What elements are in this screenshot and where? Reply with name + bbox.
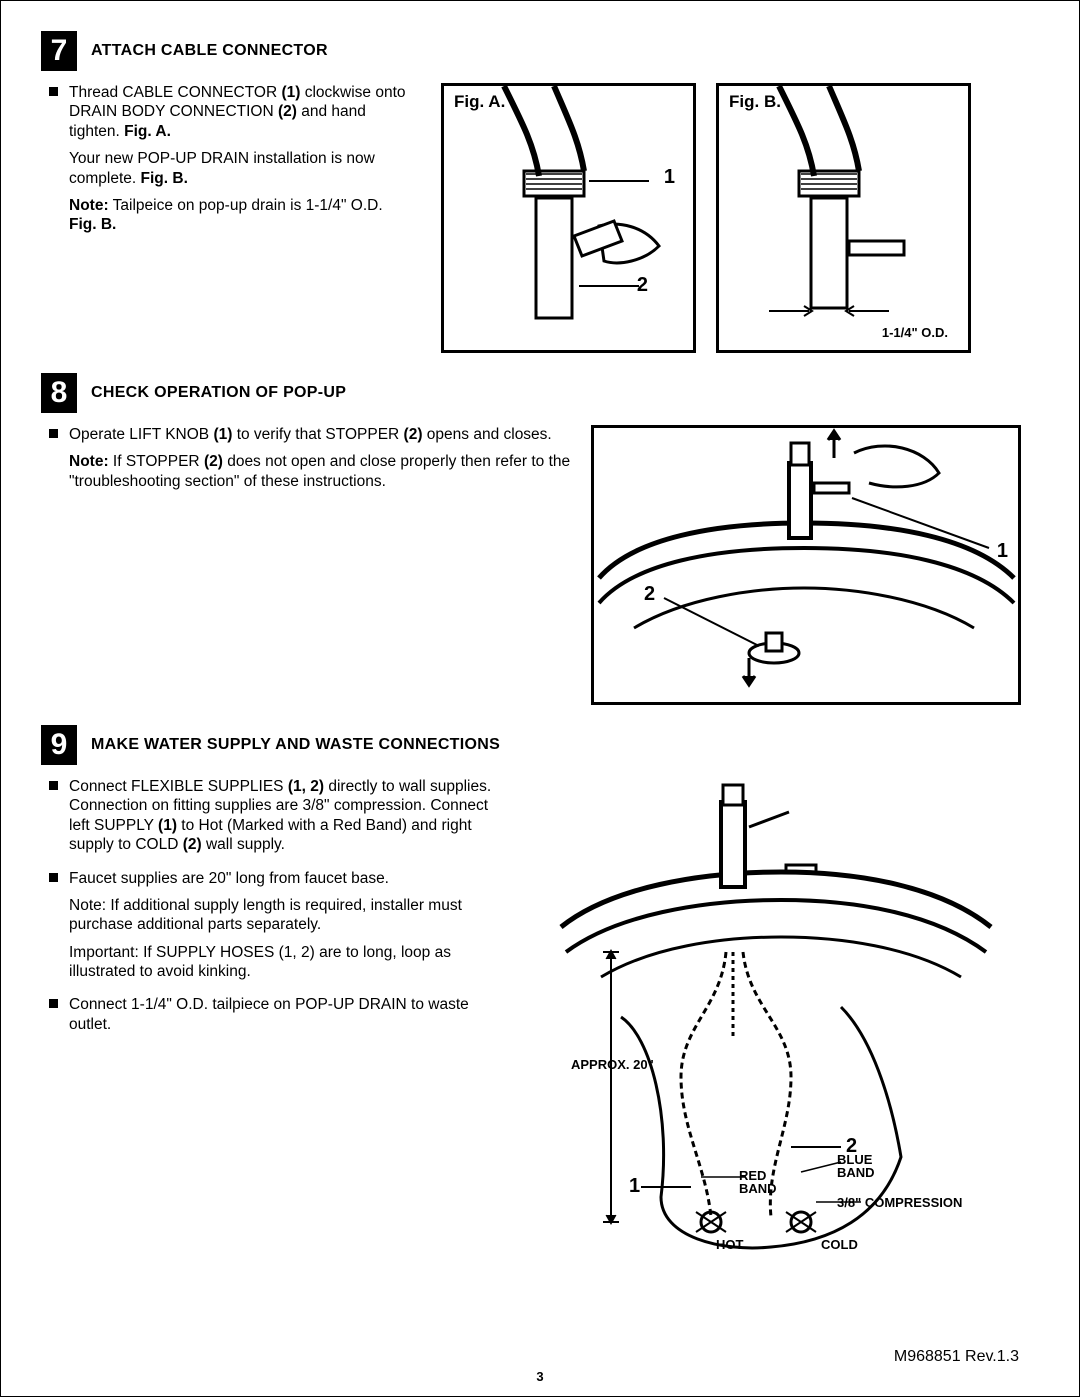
revision-label: M968851 Rev.1.3 [894,1348,1019,1366]
step-title: MAKE WATER SUPPLY AND WASTE CONNECTIONS [91,736,500,754]
callout-1: 1 [629,1175,640,1198]
part-ref: (1, 2) [288,778,324,795]
callout-2: 2 [637,274,648,297]
bullet-item: Faucet supplies are 20" long from faucet… [41,869,501,982]
step-content: Connect FLEXIBLE SUPPLIES (1, 2) directl… [41,777,1039,1277]
instruction-list: Operate LIFT KNOB (1) to verify that STO… [41,425,571,491]
figure-step8: 1 2 [591,425,1021,705]
instruction-page: 7 ATTACH CABLE CONNECTOR Thread CABLE CO… [0,0,1080,1397]
text: Thread CABLE CONNECTOR [69,84,281,101]
text: If STOPPER [109,453,204,470]
sub-paragraph: Note: If additional supply length is req… [69,896,501,935]
step-header: 8 CHECK OPERATION OF POP-UP [41,373,1039,413]
figure-b: Fig. B. [716,83,971,353]
note-label: Note: [69,197,109,214]
part-ref: (2) [204,453,223,470]
diagram-icon [594,428,1018,702]
text-column: Connect FLEXIBLE SUPPLIES (1, 2) directl… [41,777,501,1277]
part-ref: (1) [158,817,177,834]
sub-paragraph: Important: If SUPPLY HOSES (1, 2) are to… [69,943,501,982]
note-label: Note: [69,453,109,470]
cold-label: COLD [821,1237,858,1252]
bullet-item: Connect FLEXIBLE SUPPLIES (1, 2) directl… [41,777,501,855]
bullet-item: Connect 1-1/4" O.D. tailpiece on POP-UP … [41,995,501,1034]
part-ref: (2) [183,836,202,853]
fig-ref: Fig. B. [141,170,188,187]
note-paragraph: Note: Tailpeice on pop-up drain is 1-1/4… [69,196,421,235]
part-ref: (2) [404,426,423,443]
part-ref: (1) [213,426,232,443]
approx-label: APPROX. 20" [571,1057,654,1072]
part-ref: (2) [278,103,297,120]
od-label: 1-1/4" O.D. [882,325,948,340]
step-content: Operate LIFT KNOB (1) to verify that STO… [41,425,1039,705]
page-number: 3 [536,1369,543,1384]
figure-step9: APPROX. 20" 1 2 RED BAND BLUE BAND 3/8" … [521,777,1011,1277]
step-title: ATTACH CABLE CONNECTOR [91,42,328,60]
blue-band-label: BLUE BAND [837,1153,882,1179]
callout-1: 1 [997,540,1008,563]
instruction-list: Thread CABLE CONNECTOR (1) clockwise ont… [41,83,421,235]
text: Connect FLEXIBLE SUPPLIES [69,778,288,795]
text: wall supply. [202,836,285,853]
step-header: 9 MAKE WATER SUPPLY AND WASTE CONNECTION… [41,725,1039,765]
text-column: Operate LIFT KNOB (1) to verify that STO… [41,425,571,705]
diagram-icon [444,86,693,350]
figure-column: Fig. A. [441,83,971,353]
step-header: 7 ATTACH CABLE CONNECTOR [41,31,1039,71]
figure-column: APPROX. 20" 1 2 RED BAND BLUE BAND 3/8" … [521,777,1011,1277]
red-band-label: RED BAND [739,1169,779,1195]
bullet-item: Thread CABLE CONNECTOR (1) clockwise ont… [41,83,421,235]
fig-ref: Fig. B. [69,216,116,233]
step-content: Thread CABLE CONNECTOR (1) clockwise ont… [41,83,1039,353]
step-number: 7 [41,31,77,71]
text: Connect 1-1/4" O.D. tailpiece on POP-UP … [69,996,469,1032]
figure-label: Fig. A. [454,92,505,112]
callout-2: 2 [644,583,655,606]
step-8: 8 CHECK OPERATION OF POP-UP Operate LIFT… [41,373,1039,705]
text: Note: If additional supply length is req… [69,897,462,933]
step-title: CHECK OPERATION OF POP-UP [91,384,346,402]
text-column: Thread CABLE CONNECTOR (1) clockwise ont… [41,83,421,353]
step-7: 7 ATTACH CABLE CONNECTOR Thread CABLE CO… [41,31,1039,353]
figure-column: 1 2 [591,425,1021,705]
instruction-list: Connect FLEXIBLE SUPPLIES (1, 2) directl… [41,777,501,1034]
step-9: 9 MAKE WATER SUPPLY AND WASTE CONNECTION… [41,725,1039,1277]
compression-label: 3/8" COMPRESSION [837,1195,962,1210]
hot-label: HOT [716,1237,743,1252]
text: Your new POP-UP DRAIN installation is no… [69,150,375,186]
text: Tailpeice on pop-up drain is 1-1/4" O.D. [109,197,383,214]
callout-1: 1 [664,166,675,189]
step-number: 8 [41,373,77,413]
text: opens and closes. [422,426,551,443]
figure-label: Fig. B. [729,92,781,112]
text: Operate LIFT KNOB [69,426,213,443]
text: to verify that STOPPER [232,426,403,443]
part-ref: (1) [281,84,300,101]
text: Faucet supplies are 20" long from faucet… [69,870,389,887]
step-number: 9 [41,725,77,765]
sub-paragraph: Your new POP-UP DRAIN installation is no… [69,149,421,188]
fig-ref: Fig. A. [124,123,171,140]
text: Important: If SUPPLY HOSES (1, 2) are to… [69,944,451,980]
figure-a: Fig. A. [441,83,696,353]
note-paragraph: Note: If STOPPER (2) does not open and c… [69,452,571,491]
bullet-item: Operate LIFT KNOB (1) to verify that STO… [41,425,571,491]
diagram-icon [719,86,968,350]
